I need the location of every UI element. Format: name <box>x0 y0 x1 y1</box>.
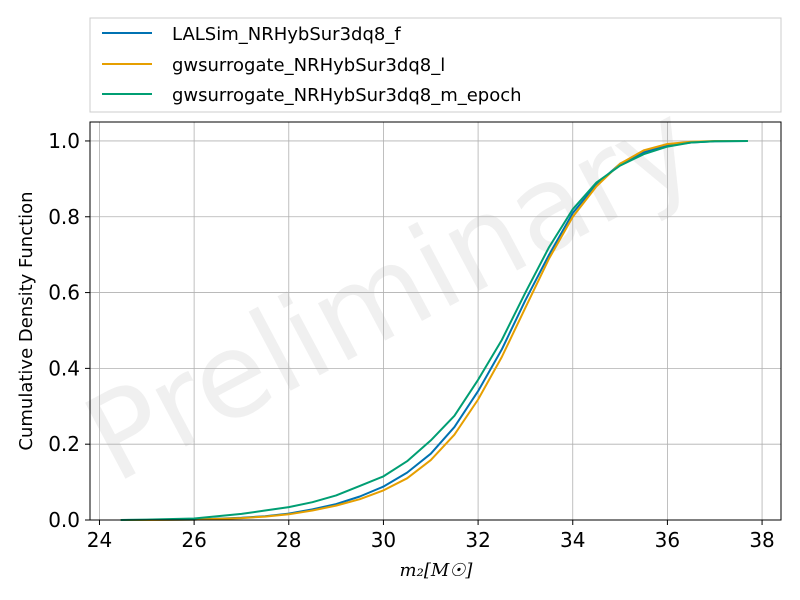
y-axis-label: Cumulative Density Function <box>16 191 37 450</box>
y-tick-label: 0.4 <box>48 356 80 380</box>
x-tick-label: 32 <box>465 528 490 552</box>
x-tick-label: 36 <box>655 528 680 552</box>
legend: LALSim_NRHybSur3dq8_f gwsurrogate_NRHybS… <box>89 17 782 113</box>
y-tick-label: 0.8 <box>48 205 80 229</box>
series-lines <box>120 140 748 521</box>
series-line-1 <box>120 140 748 521</box>
x-tick-label: 38 <box>749 528 774 552</box>
x-tick-label: 30 <box>371 528 396 552</box>
plot-frame <box>89 121 782 521</box>
x-tick-label: 26 <box>181 528 206 552</box>
y-axis-ticks: 0.0 0.2 0.4 0.6 0.8 1.0 <box>48 129 90 532</box>
legend-box <box>89 17 782 113</box>
legend-label-0: LALSim_NRHybSur3dq8_f <box>172 24 401 45</box>
preliminary-watermark: Preliminary <box>64 74 717 509</box>
series-line-2 <box>120 140 748 521</box>
grid-lines <box>90 122 781 521</box>
y-tick-label: 0.6 <box>48 281 80 305</box>
x-axis-label: m₂[M☉] <box>400 560 474 581</box>
y-tick-label: 1.0 <box>48 129 80 153</box>
legend-label-2: gwsurrogate_NRHybSur3dq8_m_epoch <box>172 85 522 106</box>
y-tick-label: 0.2 <box>48 432 80 456</box>
y-tick-label: 0.0 <box>48 508 80 532</box>
legend-label-1: gwsurrogate_NRHybSur3dq8_l <box>172 55 445 76</box>
x-tick-label: 28 <box>276 528 301 552</box>
x-tick-label: 34 <box>560 528 585 552</box>
x-tick-label: 24 <box>87 528 112 552</box>
x-axis-ticks: 24 26 28 30 32 34 36 38 <box>87 520 775 552</box>
